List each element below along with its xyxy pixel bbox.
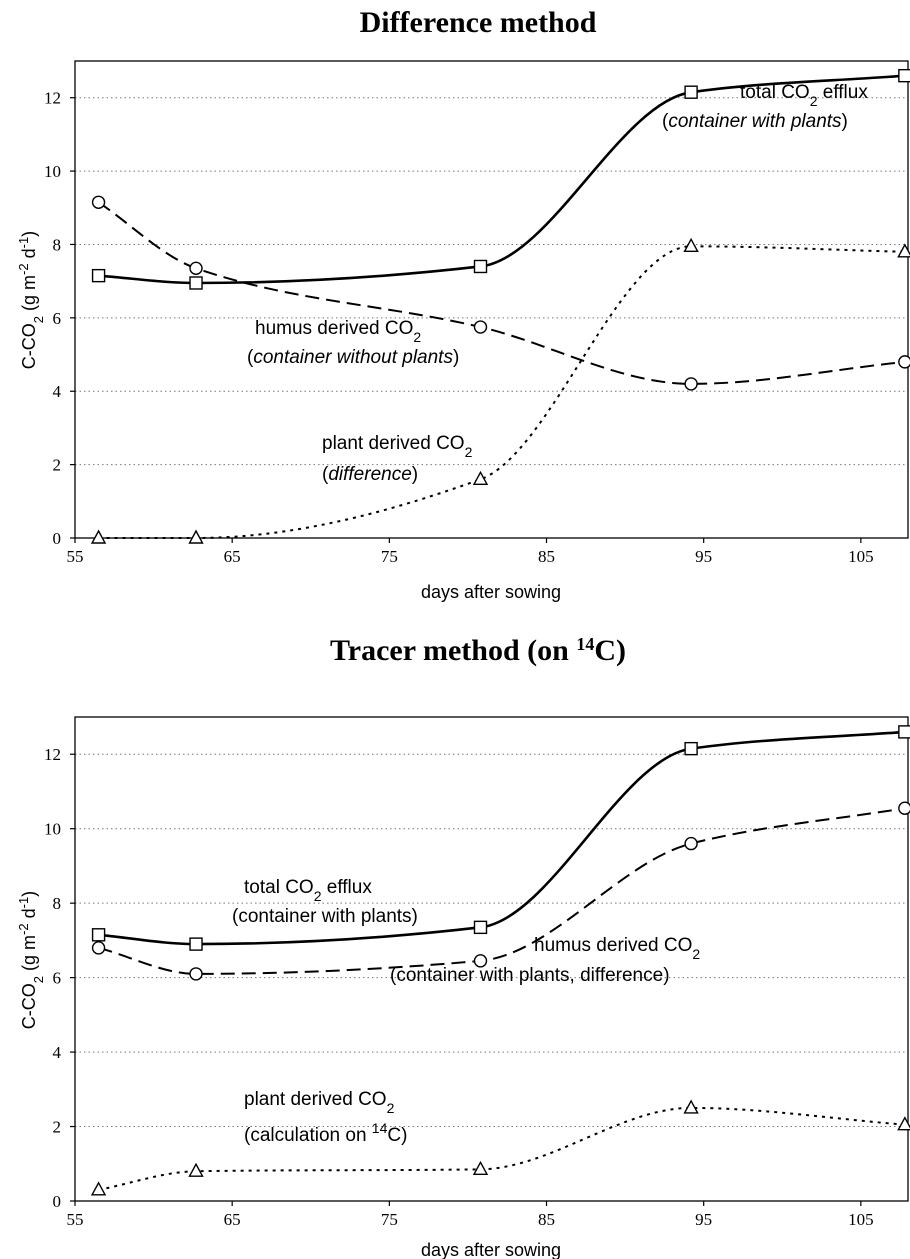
x-tick-label: 105 <box>848 1210 874 1229</box>
data-point-circle <box>91 941 106 955</box>
y-tick-label: 6 <box>53 309 62 328</box>
annotation-humus-line1: humus derived CO2 <box>534 935 700 962</box>
annotation-total-efflux-line1: total CO2 efflux <box>740 82 868 109</box>
annotation-total-efflux-line2: (container with plants) <box>662 111 848 132</box>
y-tick-label: 10 <box>44 162 61 181</box>
data-point-triangle <box>683 1099 699 1114</box>
data-point-square <box>189 937 203 951</box>
data-point-circle <box>473 954 488 968</box>
series-layer <box>98 730 906 1191</box>
series-line-square <box>98 74 905 285</box>
annotation-plant-line1: plant derived CO2 <box>244 1089 395 1116</box>
data-point-circle <box>684 836 698 851</box>
data-point-circle <box>898 355 910 369</box>
annotation-humus-line2: (container with plants, difference) <box>390 965 670 986</box>
annotation-total-efflux-line1: total CO2 efflux <box>244 877 372 904</box>
plot-frame <box>74 60 909 539</box>
y-tick-label: 10 <box>44 820 61 839</box>
annotation-total-efflux-line2: (container with plants) <box>232 906 418 927</box>
series-line-triangle <box>98 1106 905 1191</box>
data-point-triangle <box>188 529 204 544</box>
data-point-circle <box>684 377 698 391</box>
annotation-plant-line2: (calculation on 14C) <box>244 1120 407 1146</box>
grid-lines <box>75 753 908 1128</box>
x-tick-label: 75 <box>381 1210 398 1229</box>
grid-lines <box>75 97 908 466</box>
data-point-circle <box>91 195 106 209</box>
y-tick-label: 12 <box>44 89 61 108</box>
data-point-square <box>898 725 910 739</box>
x-tick-label: 55 <box>67 1210 84 1229</box>
series-line-circle <box>98 201 905 385</box>
data-point-circle <box>189 261 203 276</box>
data-point-square <box>189 276 203 290</box>
x-axis-label: days after sowing <box>421 582 561 602</box>
data-point-triangle <box>90 1181 107 1196</box>
y-tick-label: 6 <box>53 969 62 988</box>
data-point-triangle <box>897 243 910 258</box>
data-point-square <box>91 268 106 283</box>
y-axis-label: C-CO2 (g m-2 d-1) <box>16 891 46 1029</box>
data-point-square <box>684 85 698 99</box>
data-point-square <box>91 928 106 942</box>
data-point-square <box>898 68 910 83</box>
series-line-circle <box>98 807 906 975</box>
chart-difference-method: Difference method 0 2 4 6 8 10 12 55 65 75 85 95 105… <box>16 6 910 602</box>
data-point-square <box>473 259 488 274</box>
annotation-humus-line2: (container without plants) <box>247 347 459 368</box>
x-tick-label: 95 <box>695 1210 712 1229</box>
series-line-square <box>98 730 905 946</box>
data-point-square <box>684 741 698 756</box>
series-layer <box>98 74 905 540</box>
x-tick-label: 85 <box>538 1210 555 1229</box>
annotation-plant-line2: (difference) <box>322 464 418 485</box>
marker-layer <box>90 68 910 544</box>
data-point-circle <box>898 801 910 815</box>
x-tick-label: 55 <box>67 547 84 566</box>
y-tick-label: 2 <box>53 1118 62 1137</box>
y-tick-label: 8 <box>53 235 62 254</box>
data-point-circle <box>189 967 203 981</box>
y-tick-label: 12 <box>44 745 61 764</box>
annotation-plant-line1: plant derived CO2 <box>322 433 473 460</box>
series-line-triangle <box>98 245 905 540</box>
x-tick-label: 85 <box>538 547 555 566</box>
x-tick-label: 95 <box>695 547 712 566</box>
marker-layer <box>90 725 910 1196</box>
data-point-triangle <box>683 237 699 252</box>
data-point-square <box>473 920 488 935</box>
chart-title: Difference method <box>360 6 597 39</box>
x-tick-label: 105 <box>848 547 874 566</box>
data-point-triangle <box>188 1162 204 1177</box>
x-axis-label: days after sowing <box>421 1240 561 1259</box>
plot-frame <box>74 716 909 1202</box>
x-tick-label: 65 <box>224 547 241 566</box>
chart-title: Tracer method (on 14C) <box>330 634 626 667</box>
y-tick-label: 2 <box>53 456 62 475</box>
data-point-triangle <box>90 529 107 544</box>
data-point-triangle <box>472 1160 489 1176</box>
data-point-circle <box>473 320 488 334</box>
tick-labels: 0 2 4 6 8 10 12 55 65 75 85 95 105 <box>44 745 874 1229</box>
x-tick-label: 65 <box>224 1210 241 1229</box>
data-point-triangle <box>897 1116 910 1131</box>
tick-labels: 0 2 4 6 8 10 12 55 65 75 85 95 105 <box>44 89 874 566</box>
y-tick-label: 0 <box>53 1192 62 1211</box>
annotation-humus-line1: humus derived CO2 <box>255 318 421 345</box>
y-tick-label: 0 <box>53 529 62 548</box>
y-tick-label: 8 <box>53 894 62 913</box>
x-tick-label: 75 <box>381 547 398 566</box>
chart-tracer-method: Tracer method (on 14C) 0 2 4 6 8 10 12 55 65 75 85… <box>16 634 910 1259</box>
data-point-triangle <box>472 470 489 485</box>
y-tick-label: 4 <box>53 382 62 401</box>
y-tick-label: 4 <box>53 1043 62 1062</box>
y-axis-label: C-CO2 (g m-2 d-1) <box>16 231 46 369</box>
